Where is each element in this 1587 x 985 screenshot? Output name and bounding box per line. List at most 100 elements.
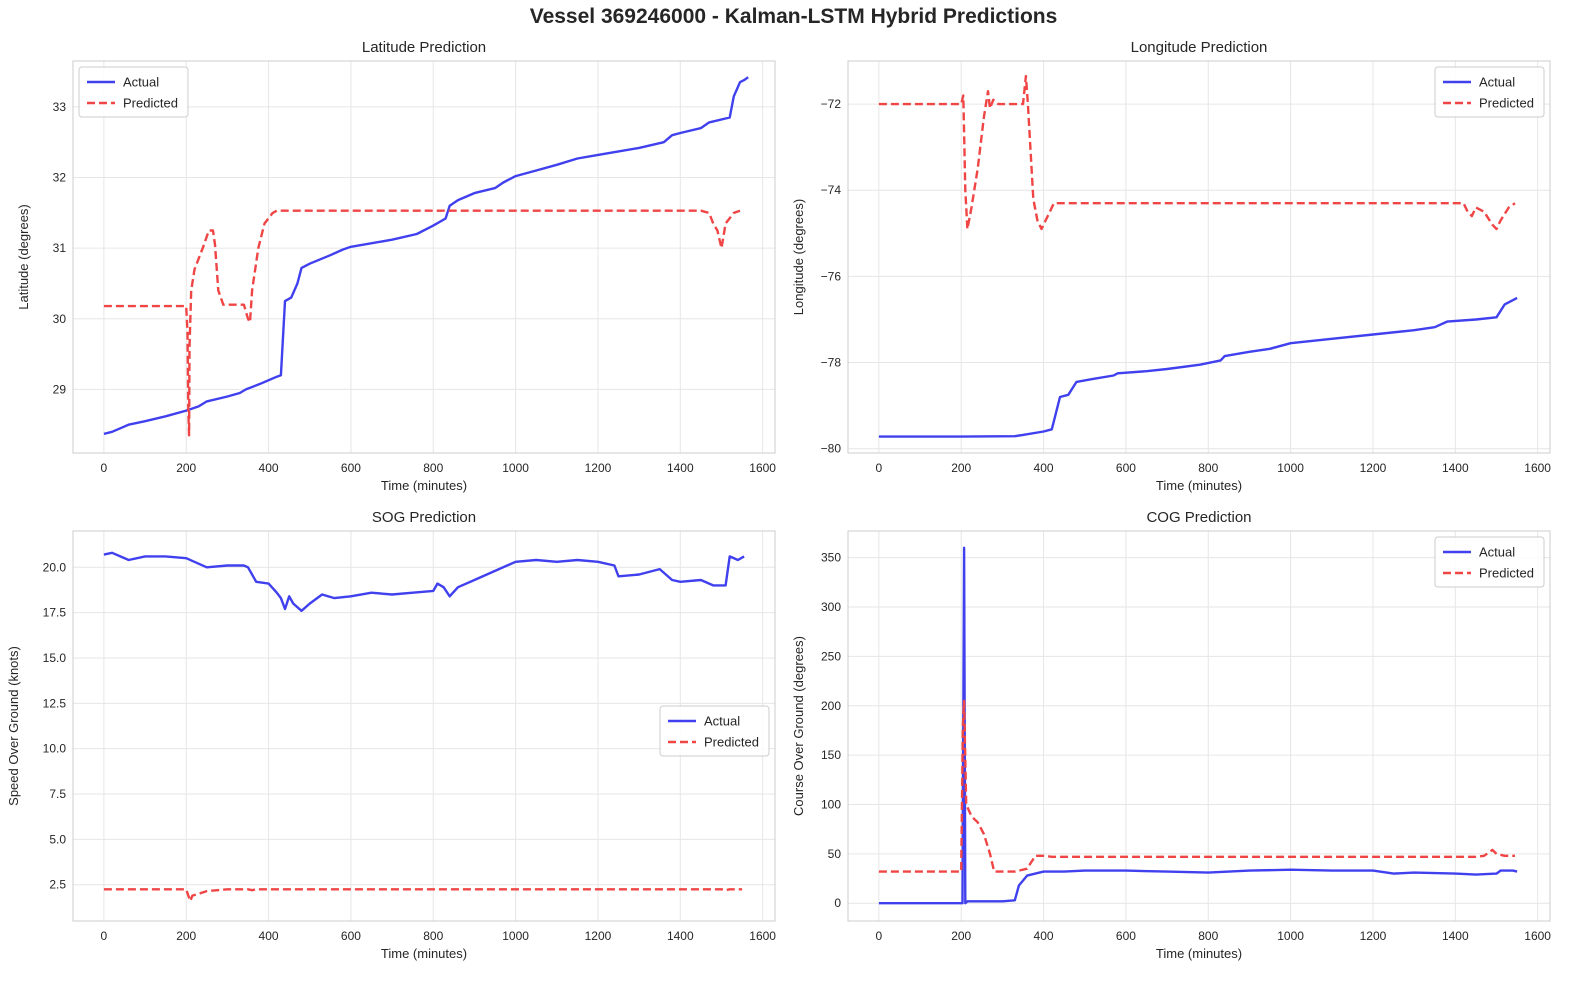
plot-frame xyxy=(847,60,1551,454)
y-tick-label: 31 xyxy=(53,241,67,255)
x-tick-label: 600 xyxy=(1116,929,1136,943)
x-tick-label: 800 xyxy=(1198,929,1218,943)
legend: Actual Predicted xyxy=(78,66,189,118)
x-tick-label: 800 xyxy=(1198,461,1218,475)
x-tick-label: 1000 xyxy=(502,461,529,475)
predicted-series-line xyxy=(103,888,743,903)
y-tick-label: 5.0 xyxy=(49,832,66,846)
x-tick-label: 0 xyxy=(101,461,108,475)
x-axis-label: Time (minutes) xyxy=(1156,478,1242,493)
x-tick-label: 1600 xyxy=(749,461,776,475)
x-tick-label: 1600 xyxy=(749,929,776,943)
predicted-legend-label: Predicted xyxy=(1479,96,1534,111)
y-tick-label: 0 xyxy=(834,896,841,910)
actual-legend-label: Actual xyxy=(1479,75,1515,90)
y-tick-label: 30 xyxy=(53,312,67,326)
y-tick-label: 7.5 xyxy=(49,787,66,801)
actual-series-line xyxy=(103,76,749,436)
x-tick-label: 1200 xyxy=(1360,461,1387,475)
chart-title: SOG Prediction xyxy=(372,509,476,526)
x-tick-label: 200 xyxy=(176,461,196,475)
x-tick-label: 1000 xyxy=(502,929,529,943)
y-tick-label: 33 xyxy=(53,100,67,114)
y-tick-label: 12.5 xyxy=(43,696,67,710)
x-tick-label: 1200 xyxy=(585,929,612,943)
y-axis-label: Longitude (degrees) xyxy=(791,199,806,315)
chart-title: Latitude Prediction xyxy=(362,39,486,56)
x-tick-label: 600 xyxy=(1116,461,1136,475)
actual-legend-label: Actual xyxy=(704,714,740,729)
x-tick-label: 1400 xyxy=(667,461,694,475)
plot-frame xyxy=(72,530,776,922)
plot-frame xyxy=(72,60,776,454)
x-tick-label: 1400 xyxy=(1442,461,1469,475)
y-tick-label: 2.5 xyxy=(49,878,66,892)
x-tick-label: 200 xyxy=(176,929,196,943)
legend: Actual Predicted xyxy=(1434,66,1545,118)
legend: Actual Predicted xyxy=(659,705,770,757)
actual-series-line xyxy=(103,551,745,612)
y-tick-label: 29 xyxy=(53,382,67,396)
y-tick-label: 10.0 xyxy=(43,742,67,756)
legend-box xyxy=(1434,536,1545,588)
predicted-legend-label: Predicted xyxy=(1479,566,1534,581)
x-axis-label: Time (minutes) xyxy=(1156,946,1242,961)
x-tick-label: 400 xyxy=(1034,929,1054,943)
y-axis-label: Latitude (degrees) xyxy=(16,204,31,310)
y-tick-label: 300 xyxy=(821,600,841,614)
predicted-series-line xyxy=(878,699,1515,873)
x-tick-label: 0 xyxy=(876,461,883,475)
x-tick-label: 200 xyxy=(951,461,971,475)
y-tick-label: 50 xyxy=(828,847,842,861)
x-tick-label: 400 xyxy=(259,929,279,943)
y-tick-label: 20.0 xyxy=(43,560,67,574)
x-tick-label: 200 xyxy=(951,929,971,943)
actual-series-line xyxy=(878,296,1518,438)
x-tick-label: 0 xyxy=(101,929,108,943)
x-tick-label: 1000 xyxy=(1277,929,1304,943)
x-tick-label: 400 xyxy=(1034,461,1054,475)
legend-box xyxy=(78,66,189,118)
predicted-legend-label: Predicted xyxy=(123,96,178,111)
x-tick-label: 0 xyxy=(876,929,883,943)
legend-box xyxy=(659,705,770,757)
x-tick-label: 400 xyxy=(259,461,279,475)
x-tick-label: 1400 xyxy=(667,929,694,943)
y-tick-label: 250 xyxy=(821,649,841,663)
y-tick-label: 200 xyxy=(821,699,841,713)
chart-title: COG Prediction xyxy=(1146,509,1251,526)
y-tick-label: 15.0 xyxy=(43,651,67,665)
y-tick-label: 150 xyxy=(821,748,841,762)
x-tick-label: 1200 xyxy=(585,461,612,475)
figure-title: Vessel 369246000 - Kalman-LSTM Hybrid Pr… xyxy=(529,5,1058,28)
actual-series-line xyxy=(878,546,1518,905)
predicted-series-line xyxy=(878,74,1516,231)
y-axis-label: Course Over Ground (degrees) xyxy=(791,636,806,816)
y-tick-label: 100 xyxy=(821,797,841,811)
plot-frame xyxy=(847,530,1551,922)
y-tick-label: −76 xyxy=(821,269,842,283)
legend: Actual Predicted xyxy=(1434,536,1545,588)
x-tick-label: 1000 xyxy=(1277,461,1304,475)
x-tick-label: 1400 xyxy=(1442,929,1469,943)
x-tick-label: 800 xyxy=(423,461,443,475)
x-tick-label: 1200 xyxy=(1360,929,1387,943)
y-tick-label: 17.5 xyxy=(43,606,67,620)
chart-title: Longitude Prediction xyxy=(1131,39,1268,56)
actual-legend-label: Actual xyxy=(123,75,159,90)
actual-legend-label: Actual xyxy=(1479,545,1515,560)
x-tick-label: 1600 xyxy=(1524,929,1551,943)
y-tick-label: 350 xyxy=(821,551,841,565)
y-tick-label: −74 xyxy=(821,183,842,197)
y-tick-label: −72 xyxy=(821,97,842,111)
x-tick-label: 1600 xyxy=(1524,461,1551,475)
y-tick-label: 32 xyxy=(53,171,67,185)
x-axis-label: Time (minutes) xyxy=(381,478,467,493)
y-tick-label: −80 xyxy=(821,442,842,456)
legend-box xyxy=(1434,66,1545,118)
x-tick-label: 800 xyxy=(423,929,443,943)
